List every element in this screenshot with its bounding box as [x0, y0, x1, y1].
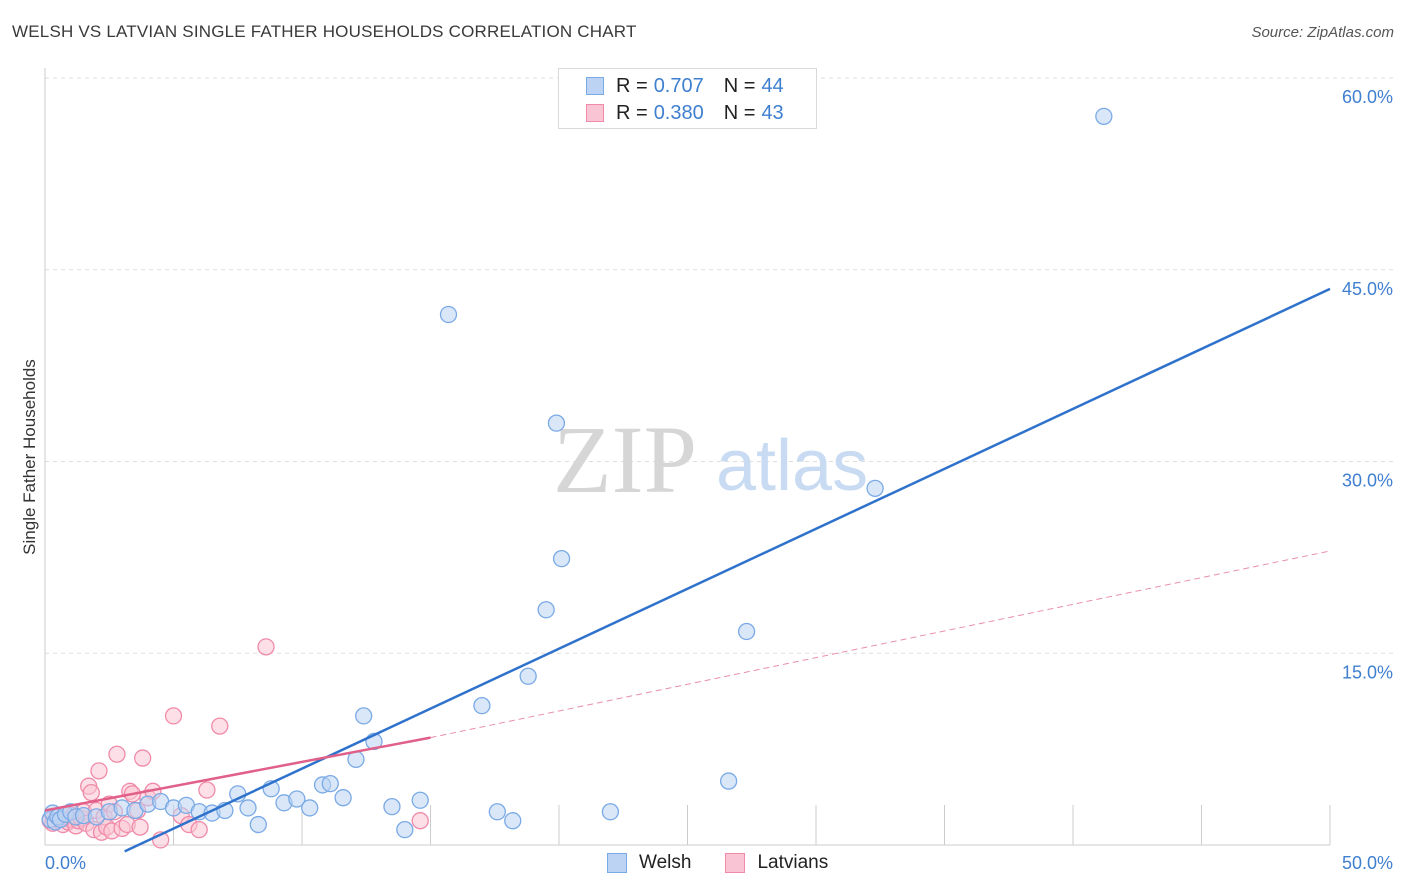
welsh-point — [288, 790, 306, 808]
y-tick-label: 15.0% — [1342, 662, 1393, 682]
welsh-point — [473, 697, 491, 715]
welsh-point — [519, 667, 537, 685]
watermark-atlas: atlas — [716, 426, 868, 506]
correlation-legend: R = 0.707 N = 44 R = 0.380 N = 43 — [558, 68, 817, 129]
latvian-point — [198, 781, 216, 799]
welsh-point — [249, 815, 267, 834]
welsh-point — [719, 772, 738, 790]
y-tick-label: 30.0% — [1342, 471, 1393, 491]
latvian-trendline — [44, 736, 431, 812]
source-label: Source: ZipAtlas.com — [1251, 24, 1394, 41]
latvian-trendline-extension — [430, 550, 1331, 739]
legend-item-latvians[interactable]: Latvians — [725, 852, 828, 874]
trendlines — [44, 287, 1331, 853]
welsh-point — [239, 799, 257, 817]
latvian-point — [211, 717, 229, 735]
welsh-n-value: 44 — [761, 74, 784, 97]
welsh-point — [552, 550, 571, 568]
welsh-point — [488, 803, 506, 821]
welsh-point — [411, 791, 429, 809]
welsh-point — [383, 798, 401, 816]
welsh-points — [41, 107, 1113, 839]
axes — [44, 68, 1331, 846]
tick-labels: 15.0% 30.0% 45.0% 60.0% 0.0% 50.0% — [45, 87, 1393, 873]
welsh-point — [866, 479, 884, 497]
y-axis-label: Single Father Households — [20, 359, 39, 555]
welsh-point — [1095, 107, 1113, 125]
welsh-n-label: N = — [723, 74, 756, 97]
welsh-point — [355, 707, 373, 725]
welsh-legend-swatch — [607, 853, 627, 873]
latvian-r-value: 0.380 — [653, 101, 704, 124]
welsh-point — [601, 803, 620, 821]
latvian-point — [257, 638, 275, 656]
welsh-r-label: R = — [616, 74, 648, 97]
welsh-point — [301, 799, 319, 817]
welsh-point — [321, 774, 339, 793]
welsh-swatch — [586, 77, 604, 95]
watermark-zip: ZIP — [553, 406, 697, 513]
welsh-trendline — [124, 287, 1331, 853]
welsh-point — [396, 821, 414, 839]
latvian-point — [108, 745, 126, 763]
latvian-swatch — [586, 104, 604, 122]
x-tick-label: 0.0% — [45, 853, 86, 873]
grid-lines — [45, 77, 1395, 654]
latvian-point — [164, 707, 183, 725]
welsh-r-value: 0.707 — [653, 74, 704, 97]
latvian-point — [82, 783, 100, 802]
welsh-point — [537, 601, 555, 619]
welsh-point — [334, 789, 352, 807]
welsh-point — [737, 622, 756, 641]
welsh-point — [504, 812, 522, 830]
latvian-r-label: R = — [616, 101, 648, 124]
latvian-n-value: 43 — [761, 101, 784, 124]
y-tick-label: 60.0% — [1342, 87, 1393, 107]
x-tick-label: 50.0% — [1342, 853, 1393, 873]
legend-row-latvians: R = 0.380 N = 43 — [586, 100, 784, 126]
welsh-legend-label: Welsh — [639, 852, 692, 873]
y-tick-label: 45.0% — [1342, 279, 1393, 299]
chart-title: WELSH VS LATVIAN SINGLE FATHER HOUSEHOLD… — [12, 22, 637, 41]
legend-item-welsh[interactable]: Welsh — [607, 852, 691, 874]
series-legend: Welsh Latvians — [607, 852, 862, 874]
latvian-point — [90, 762, 108, 780]
latvian-point — [190, 821, 208, 839]
legend-row-welsh: R = 0.707 N = 44 — [586, 73, 784, 99]
latvian-point — [134, 749, 152, 767]
latvian-legend-label: Latvians — [757, 852, 829, 873]
latvian-legend-swatch — [725, 853, 746, 873]
latvian-n-label: N = — [723, 101, 756, 124]
welsh-point — [547, 414, 566, 432]
latvian-point — [131, 818, 149, 836]
latvian-point — [411, 812, 429, 830]
welsh-point — [439, 305, 458, 324]
